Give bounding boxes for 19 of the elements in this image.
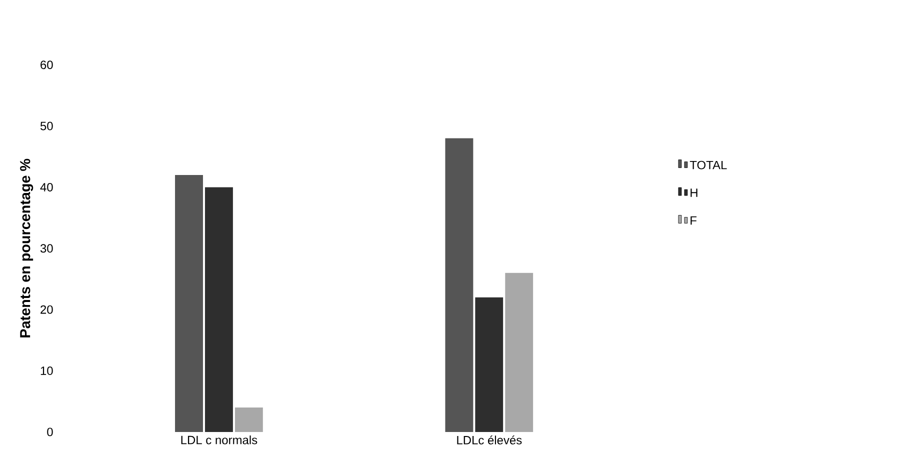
x-tick-label: LDL c normals [181,435,258,444]
y-tick-label: 60 [40,60,53,70]
y-tick-label: 30 [40,244,53,253]
x-tick-label: LDLc élevés [457,435,522,444]
bar [234,407,263,432]
legend-label: TOTAL [690,160,727,170]
legend-label: H [690,188,698,197]
bar [505,272,534,432]
y-tick-label: 20 [40,305,53,314]
bar [175,174,203,432]
y-tick-label: 0 [47,428,53,436]
bar [204,187,233,432]
y-tick-label: 40 [40,182,53,192]
bar [445,138,474,432]
legend-label: F [690,216,696,225]
y-tick-label: 50 [40,122,53,130]
y-axis-title: Patents en pourcentage % [20,158,34,338]
y-tick-label: 10 [40,366,53,375]
bar [475,297,504,432]
